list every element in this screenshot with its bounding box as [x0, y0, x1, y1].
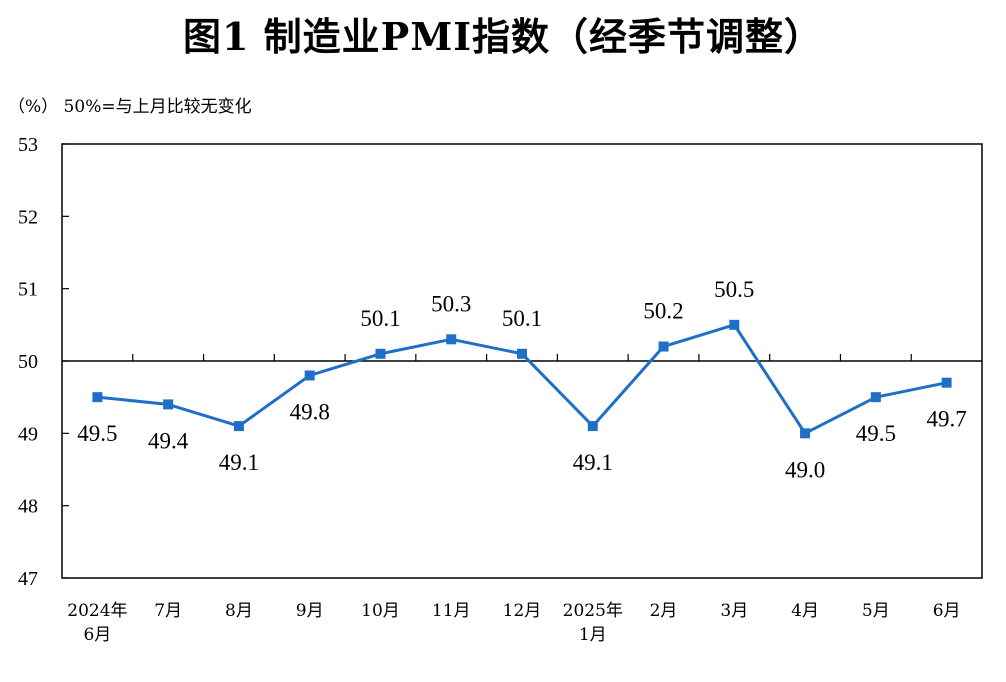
x-tick-label: 9月: [296, 601, 324, 621]
data-label: 50.2: [643, 299, 683, 324]
chart-title: 图1 制造业PMI指数（经季节调整）: [182, 14, 824, 59]
data-label: 49.1: [573, 450, 613, 475]
x-tick-label: 6月: [83, 625, 111, 645]
data-label: 49.5: [77, 421, 117, 446]
x-tick-label: 1月: [579, 625, 607, 645]
series-line: [97, 323, 947, 435]
data-point: [446, 334, 457, 345]
x-tick-label: 8月: [225, 601, 253, 621]
x-tick-label: 12月: [503, 601, 542, 621]
data-label: 50.3: [431, 291, 471, 316]
y-tick-label: 49: [18, 423, 38, 445]
x-tick-label: 6月: [933, 601, 961, 621]
data-point: [233, 421, 244, 432]
data-label: 49.7: [926, 407, 966, 432]
x-tick-label: 3月: [720, 601, 748, 621]
data-point: [729, 319, 740, 330]
y-tick-label: 51: [18, 279, 38, 301]
y-tick-label: 47: [18, 568, 38, 590]
y-unit-note: （%） 50%=与上月比较无变化: [8, 97, 252, 117]
y-tick-label: 53: [18, 134, 38, 156]
data-point: [658, 341, 669, 352]
data-label: 49.8: [290, 399, 330, 424]
data-point: [163, 399, 174, 410]
y-tick-label: 48: [18, 496, 38, 518]
x-tick-label: 5月: [862, 601, 890, 621]
data-label: 49.5: [856, 421, 896, 446]
data-label: 50.5: [714, 277, 754, 302]
data-point: [870, 392, 881, 403]
data-label: 50.1: [360, 306, 400, 331]
x-tick-label: 11月: [432, 601, 471, 621]
x-tick-label: 2月: [650, 601, 678, 621]
data-label: 49.4: [148, 428, 189, 453]
y-tick-label: 50: [18, 351, 38, 373]
data-label: 49.0: [785, 457, 825, 482]
x-tick-label: 7月: [154, 601, 182, 621]
data-point: [941, 377, 952, 388]
x-tick-label: 2024年: [67, 601, 127, 621]
y-tick-label: 52: [18, 206, 38, 228]
x-tick-label: 2025年: [563, 601, 623, 621]
data-point: [800, 428, 811, 439]
x-tick-label: 4月: [791, 601, 819, 621]
data-label: 49.1: [219, 450, 259, 475]
data-point: [304, 370, 315, 381]
data-point: [92, 392, 103, 403]
data-point: [375, 348, 386, 359]
data-point: [587, 421, 598, 432]
data-label: 50.1: [502, 306, 542, 331]
x-tick-label: 10月: [361, 601, 400, 621]
data-point: [517, 348, 527, 359]
